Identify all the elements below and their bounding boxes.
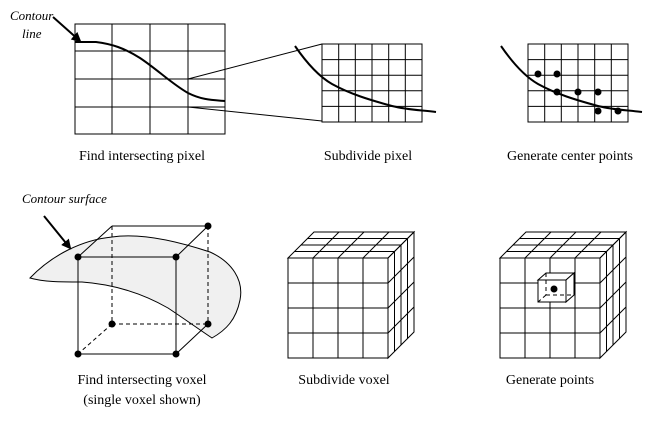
voxel-corner-point [74,350,82,358]
center-point [534,70,542,78]
center-points [534,70,622,115]
contour-surface-label: Contour surface [22,191,107,206]
subdivided-voxel-grid [286,230,416,360]
panel-subdivide-pixel: Subdivide pixel [294,43,437,164]
contour-line [294,45,437,113]
center-point [614,107,622,115]
contour-line [500,45,643,113]
contour-line [75,41,226,102]
caption-subdivide-pixel: Subdivide pixel [324,149,412,164]
caption-find-pixel: Find intersecting pixel [79,149,205,164]
caption-generate-points: Generate points [506,373,594,388]
center-point [553,70,561,78]
panel-find-pixel: Contour line Find intersecting pixel [10,8,323,164]
zoom-line-bottom [187,106,323,122]
subpixel-grid [321,43,423,123]
center-point [553,88,561,96]
panel-center-points: Generate center points [500,43,643,164]
voxel-corner-point [108,320,116,328]
zoom-line-top [187,43,323,80]
contour-line-label-2: line [22,26,42,41]
highlighted-subvoxel [536,271,576,304]
caption-subdivide-voxel: Subdivide voxel [298,373,389,388]
caption-find-voxel-1: Find intersecting voxel [77,373,206,388]
center-point [594,107,602,115]
voxel-corner-point [74,253,82,261]
voxel-corner-point [204,320,212,328]
voxel-cube [77,225,209,355]
contour-line-label-1: Contour [10,8,54,23]
subdivided-voxel-grid [498,230,628,360]
contour-surface-arrow [43,215,72,250]
caption-find-voxel-2: (single voxel shown) [83,393,201,408]
panel-generate-points: Generate points [498,230,628,388]
generated-point [550,285,558,293]
voxel-corners [74,222,212,358]
center-point [594,88,602,96]
voxel-corner-point [172,350,180,358]
panel-subdivide-voxel: Subdivide voxel [286,230,416,388]
pixel-grid [74,23,226,135]
panel-find-voxel: Contour surface Find intersecting voxel … [22,191,242,408]
contour-line-arrow [52,16,82,43]
center-point [574,88,582,96]
subpixel-grid [527,43,629,123]
voxel-corner-point [172,253,180,261]
caption-center-points: Generate center points [507,149,633,164]
voxel-corner-point [204,222,212,230]
